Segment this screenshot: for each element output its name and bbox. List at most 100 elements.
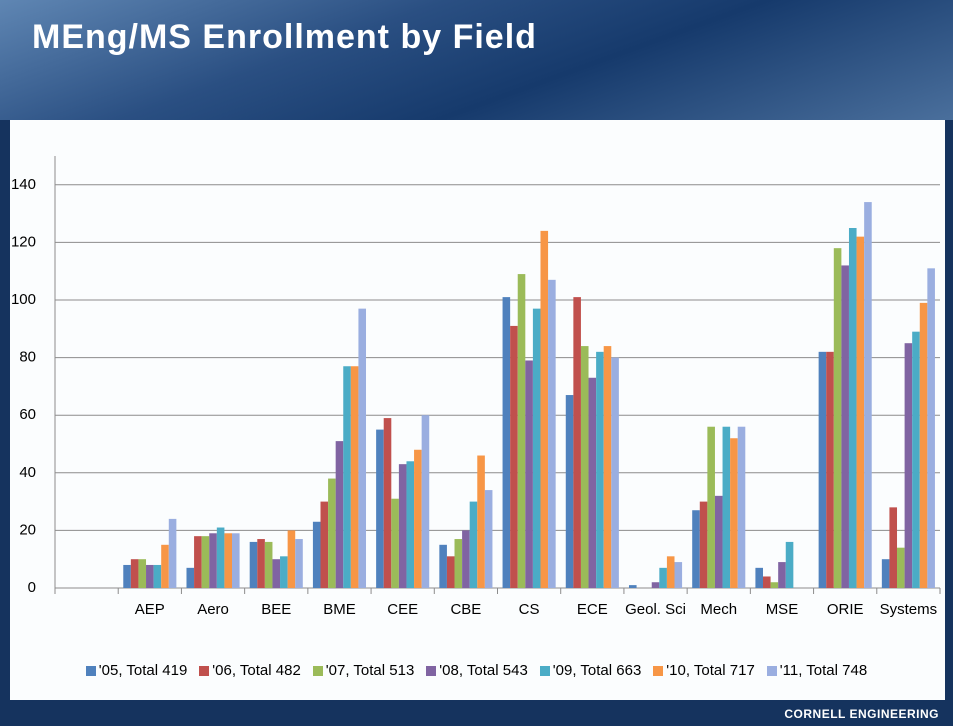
bar: [406, 461, 414, 588]
legend-swatch: [199, 666, 209, 676]
bar: [819, 352, 827, 588]
footer: CORNELL ENGINEERING: [784, 707, 939, 721]
bar: [232, 533, 240, 588]
bar: [384, 418, 392, 588]
y-tick-label: 20: [19, 521, 36, 538]
bar: [146, 565, 154, 588]
bar: [849, 228, 857, 588]
bar: [313, 522, 321, 588]
bar: [447, 556, 455, 588]
legend-item: '06, Total 482: [199, 662, 301, 679]
bar: [864, 202, 872, 588]
y-tick-label: 60: [19, 406, 36, 423]
bar: [217, 528, 225, 588]
bar: [540, 231, 548, 588]
bar: [738, 427, 746, 588]
x-tick-label: Mech: [688, 600, 750, 620]
x-tick-label: AEP: [119, 600, 181, 620]
legend-label: '11, Total 748: [780, 662, 867, 679]
bar: [596, 352, 604, 588]
bar: [905, 343, 913, 588]
bar: [581, 346, 589, 588]
bar: [422, 415, 430, 588]
bar: [533, 309, 541, 588]
slide: MEng/MS Enrollment by Field 020406080100…: [0, 0, 953, 726]
bar: [611, 358, 619, 588]
x-tick-label: BEE: [245, 600, 307, 620]
legend-label: '05, Total 419: [99, 662, 188, 679]
bar: [700, 502, 708, 588]
bar: [525, 360, 533, 588]
bar: [763, 576, 771, 588]
bar: [439, 545, 447, 588]
bar: [826, 352, 834, 588]
bar: [224, 533, 232, 588]
bar: [462, 530, 470, 588]
legend-swatch: [767, 666, 777, 676]
x-tick-label: BME: [308, 600, 370, 620]
legend-item: '05, Total 419: [86, 662, 188, 679]
bar: [778, 562, 786, 588]
bar: [667, 556, 675, 588]
bar: [209, 533, 217, 588]
y-tick-label: 120: [11, 233, 36, 250]
bar: [912, 332, 920, 588]
bar: [154, 565, 162, 588]
bar: [786, 542, 794, 588]
bar: [548, 280, 556, 588]
bar: [161, 545, 169, 588]
legend-label: '07, Total 513: [326, 662, 415, 679]
legend-swatch: [86, 666, 96, 676]
bar: [707, 427, 715, 588]
legend: '05, Total 419 '06, Total 482 '07, Total 5…: [0, 662, 953, 679]
bar: [510, 326, 518, 588]
bar: [715, 496, 723, 588]
bar: [897, 548, 905, 588]
bar: [376, 430, 384, 588]
bar: [723, 427, 731, 588]
bar: [123, 565, 131, 588]
bar: [920, 303, 928, 588]
x-tick-label: Geol. Sci: [625, 600, 687, 620]
bar: [477, 456, 485, 588]
bar: [399, 464, 407, 588]
bar: [485, 490, 493, 588]
bar: [518, 274, 526, 588]
legend-label: '08, Total 543: [439, 662, 528, 679]
y-tick-label: 80: [19, 349, 36, 366]
y-tick-label: 40: [19, 464, 36, 481]
bar: [336, 441, 344, 588]
bar: [321, 502, 329, 588]
bar: [455, 539, 463, 588]
bar: [265, 542, 273, 588]
bar: [604, 346, 612, 588]
y-tick-label: 0: [28, 579, 36, 596]
bar: [503, 297, 511, 588]
bar: [280, 556, 288, 588]
bar: [186, 568, 194, 588]
bar: [629, 585, 637, 588]
bar: [730, 438, 738, 588]
x-tick-label: CBE: [435, 600, 497, 620]
bar: [328, 479, 336, 588]
bar: [566, 395, 574, 588]
bar: [358, 309, 366, 588]
bar: [573, 297, 581, 588]
x-tick-label: Aero: [182, 600, 244, 620]
legend-label: '06, Total 482: [212, 662, 301, 679]
bar: [138, 559, 146, 588]
legend-swatch: [313, 666, 323, 676]
bar: [755, 568, 763, 588]
bar: [659, 568, 667, 588]
legend-swatch: [653, 666, 663, 676]
x-tick-label: ORIE: [814, 600, 876, 620]
bar: [692, 510, 700, 588]
bar: [295, 539, 303, 588]
legend-label: '09, Total 663: [553, 662, 642, 679]
bar: [391, 499, 399, 588]
bar: [857, 237, 865, 588]
x-tick-label: MSE: [751, 600, 813, 620]
bar: [841, 265, 849, 588]
bar: [169, 519, 177, 588]
bar: [882, 559, 890, 588]
